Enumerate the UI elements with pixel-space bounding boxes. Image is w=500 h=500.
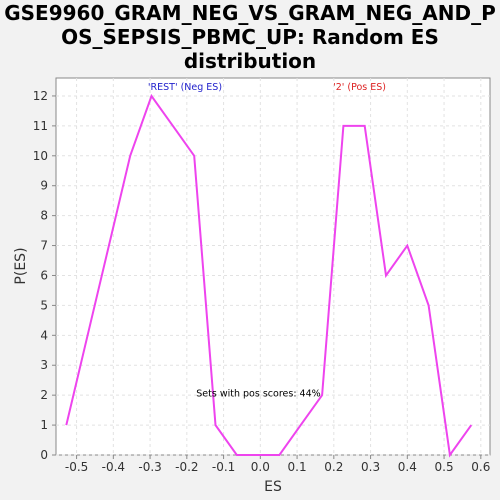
y-tick-label: 5	[40, 298, 48, 312]
y-tick-label: 10	[33, 149, 48, 163]
annotation-0: 'REST' (Neg ES)	[148, 82, 222, 93]
y-tick-label: 9	[40, 179, 48, 193]
y-tick-label: 3	[40, 358, 48, 372]
series-line-0	[65, 93, 473, 458]
y-tick-label: 0	[40, 448, 48, 462]
x-axis-ticks: -0.5 -0.4 -0.3 -0.2 -0.1 0.0 0.1 0.2 0.3 0.4 0.5 0.…	[65, 455, 490, 474]
y-tick-label: 6	[40, 268, 48, 282]
x-tick-label: 0.2	[324, 460, 343, 474]
y-tick-label: 11	[33, 119, 48, 133]
x-tick-label: 0.1	[288, 460, 307, 474]
y-tick-label: 8	[40, 209, 48, 223]
title-line-2: OS_SEPSIS_PBMC_UP: Random ES	[61, 25, 439, 49]
y-axis-label: P(ES)	[13, 247, 29, 284]
y-tick-label: 2	[40, 388, 48, 402]
y-tick-label: 7	[40, 239, 48, 253]
annotation-1: '2' (Pos ES)	[333, 82, 386, 93]
annotations: 'REST' (Neg ES) '2' (Pos ES) Sets with pos…	[148, 82, 386, 400]
y-tick-label: 4	[40, 328, 48, 342]
chart-title: GSE9960_GRAM_NEG_VS_GRAM_NEG_AND_P OS_SE…	[0, 0, 500, 73]
x-tick-label: -0.1	[212, 460, 235, 474]
x-tick-label: -0.2	[175, 460, 198, 474]
x-tick-label: 0.6	[471, 460, 490, 474]
y-tick-label: 12	[33, 89, 48, 103]
x-axis-label: ES	[264, 479, 282, 495]
x-tick-label: 0.3	[361, 460, 380, 474]
x-tick-label: -0.4	[102, 460, 125, 474]
annotation-2: Sets with pos scores: 44%	[196, 389, 320, 400]
x-tick-label: 0.5	[435, 460, 454, 474]
title-line-1: GSE9960_GRAM_NEG_VS_GRAM_NEG_AND_P	[4, 1, 496, 25]
series-lines	[65, 93, 473, 458]
x-tick-label: 0.4	[398, 460, 417, 474]
x-tick-label: -0.3	[138, 460, 161, 474]
x-tick-label: -0.5	[65, 460, 88, 474]
y-tick-label: 1	[40, 418, 48, 432]
grid	[56, 78, 490, 456]
plot-area	[55, 77, 491, 456]
title-line-3: distribution	[183, 49, 317, 73]
x-tick-label: 0.0	[251, 460, 270, 474]
